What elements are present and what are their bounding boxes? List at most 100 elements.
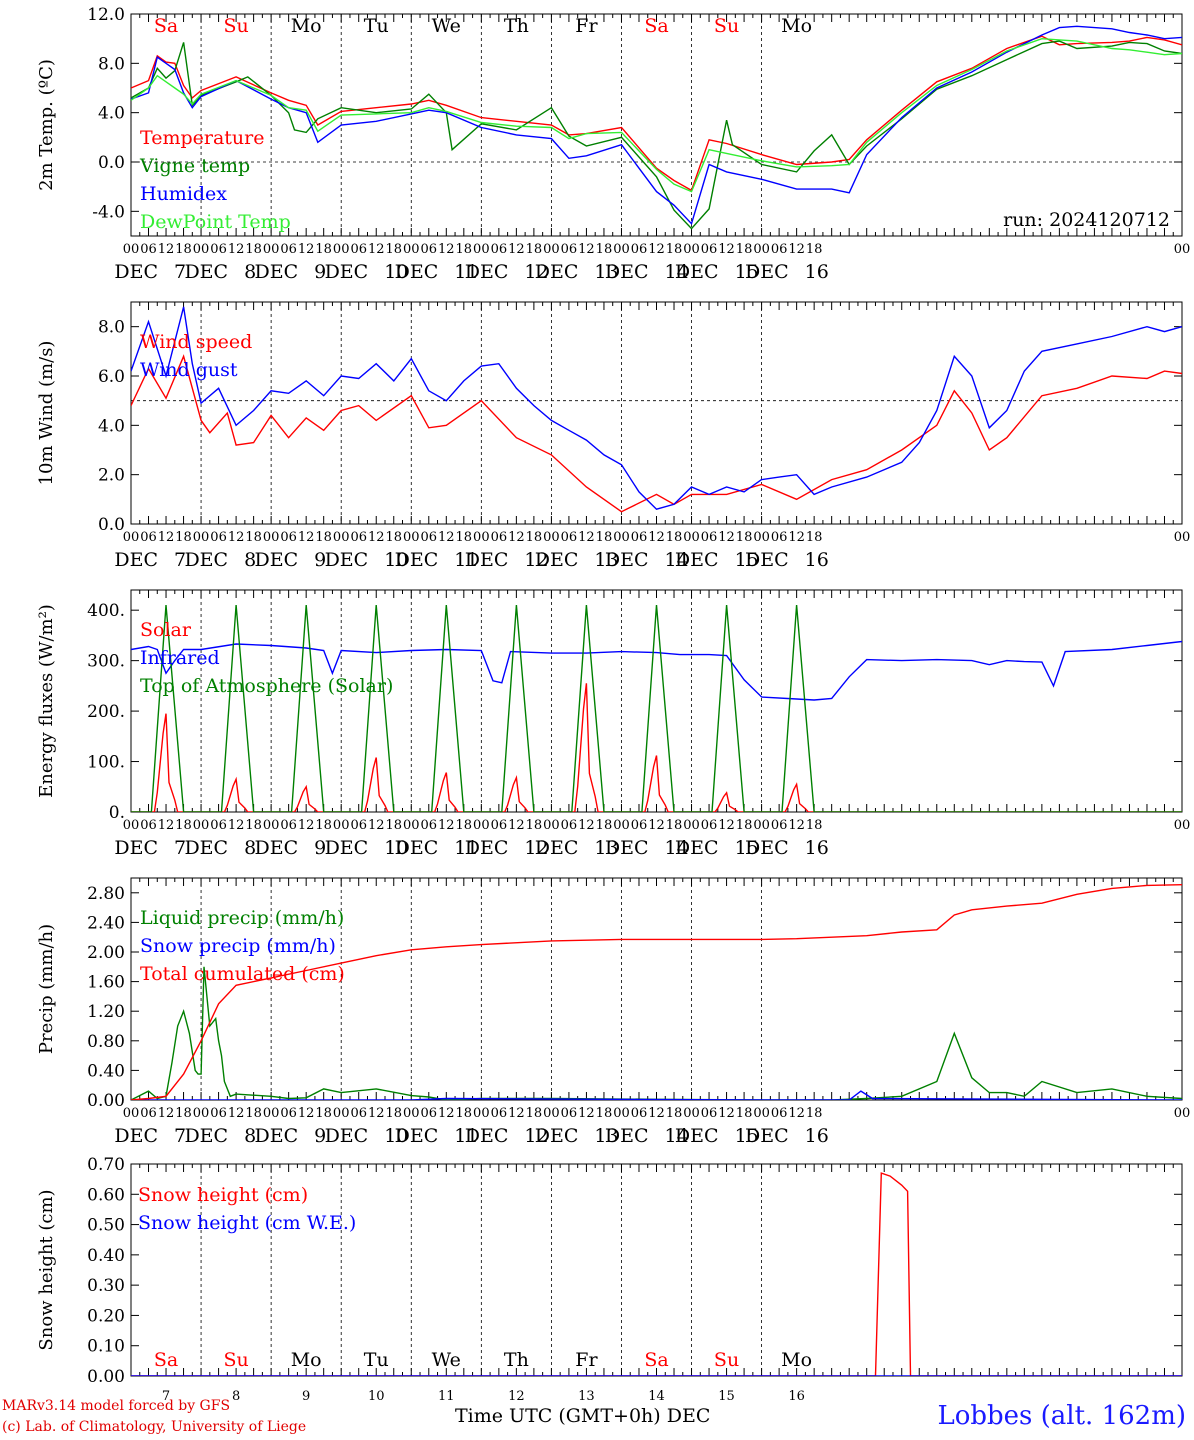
hour-tick-label: 06 [210,1106,227,1121]
date-day-label: 16 [805,261,829,283]
hour-tick-label: 00 [333,242,350,257]
y-tick-label: 0.40 [87,1061,125,1081]
hour-tick-label: 06 [210,242,227,257]
date-day-label: 9 [314,1125,326,1147]
date-month-label: DEC [535,549,579,571]
hour-tick-label: 00 [193,1106,210,1121]
hour-tick-label: 00 [753,1106,770,1121]
hour-tick-label: 00 [1174,242,1191,257]
date-month-label: DEC [465,261,509,283]
hour-tick-label: 00 [263,530,280,545]
hour-tick-label: 00 [473,818,490,833]
date-day-label: 10 [384,549,408,571]
hour-tick-label: 00 [263,242,280,257]
date-day-label: 13 [578,1389,595,1404]
hour-tick-label: 12 [438,530,455,545]
y-tick-label: 4.0 [98,416,125,436]
hour-tick-label: 12 [508,530,525,545]
hour-tick-label: 18 [315,1106,332,1121]
y-axis-label: 2m Temp. (ºC) [36,59,57,191]
hour-tick-label: 06 [701,530,718,545]
date-month-label: DEC [325,837,369,859]
hour-tick-label: 00 [333,1106,350,1121]
hour-tick-label: 06 [491,530,508,545]
date-day-label: 16 [805,549,829,571]
date-month-label: DEC [745,549,789,571]
date-day-label: 7 [162,1389,170,1404]
y-tick-label: 0.50 [87,1216,125,1236]
y-axis-label: 10m Wind (m/s) [36,341,57,486]
date-month-label: DEC [535,261,579,283]
date-month-label: DEC [605,261,649,283]
date-day-label: 7 [174,549,186,571]
hour-tick-label: 00 [613,530,630,545]
date-day-label: 7 [174,261,186,283]
hour-tick-label: 00 [753,242,770,257]
date-day-label: 10 [384,1125,408,1147]
hour-tick-label: 06 [350,530,367,545]
weekday-label: Sa [154,15,178,37]
legend-entry: DewPoint Temp [140,211,291,233]
hour-tick-label: 00 [123,242,140,257]
hour-tick-label: 18 [736,1106,753,1121]
date-day-label: 11 [438,1389,455,1404]
hour-tick-label: 18 [666,1106,683,1121]
hour-tick-label: 00 [403,1106,420,1121]
hour-tick-label: 00 [333,530,350,545]
legend-entry: Humidex [140,183,227,205]
hour-tick-label: 18 [666,818,683,833]
hour-tick-label: 06 [631,530,648,545]
legend-entry: Top of Atmosphere (Solar) [140,675,393,697]
y-tick-label: 0.30 [87,1276,125,1296]
y-tick-label: 2.40 [87,913,125,933]
date-month-label: DEC [325,261,369,283]
hour-tick-label: 00 [123,818,140,833]
date-day-label: 13 [594,837,618,859]
weekday-label: Su [223,15,248,37]
y-tick-label: 300. [87,652,125,672]
hour-tick-label: 06 [561,818,578,833]
hour-tick-label: 06 [491,818,508,833]
hour-tick-label: 12 [648,530,665,545]
hour-tick-label: 12 [228,818,245,833]
hour-tick-label: 00 [543,242,560,257]
weekday-label: Su [223,1349,248,1371]
hour-tick-label: 00 [403,530,420,545]
series-line-vigne-temp [131,40,1182,230]
date-day-label: 12 [524,549,548,571]
hour-tick-label: 12 [438,818,455,833]
date-day-label: 16 [805,837,829,859]
hour-tick-label: 00 [123,1106,140,1121]
date-day-label: 15 [735,261,759,283]
hour-tick-label: 00 [613,242,630,257]
date-day-label: 11 [454,549,478,571]
hour-tick-label: 12 [438,242,455,257]
legend-entry: Snow height (cm W.E.) [138,1212,356,1234]
date-day-label: 8 [244,261,256,283]
hour-tick-label: 12 [508,242,525,257]
date-month-label: DEC [184,1125,228,1147]
date-day-label: 15 [735,1125,759,1147]
hour-tick-label: 06 [561,242,578,257]
series-line-liquid-precip-mm-h- [131,966,1182,1100]
hour-tick-label: 00 [473,1106,490,1121]
hour-tick-label: 18 [596,242,613,257]
date-day-label: 13 [594,1125,618,1147]
x-axis-title: Time UTC (GMT+0h) DEC [455,1405,710,1427]
weekday-label: Fr [575,1349,598,1371]
hour-tick-label: 12 [158,530,175,545]
hour-tick-label: 18 [736,818,753,833]
date-month-label: DEC [675,549,719,571]
hour-tick-label: 18 [385,242,402,257]
hour-tick-label: 12 [298,818,315,833]
date-day-label: 14 [665,549,689,571]
hour-tick-label: 00 [543,1106,560,1121]
hour-tick-label: 12 [368,818,385,833]
date-day-label: 11 [454,837,478,859]
weekday-label: Tu [364,1349,389,1371]
date-day-label: 13 [594,261,618,283]
hour-tick-label: 06 [491,1106,508,1121]
hour-tick-label: 06 [561,530,578,545]
hour-tick-label: 18 [385,1106,402,1121]
date-month-label: DEC [745,1125,789,1147]
